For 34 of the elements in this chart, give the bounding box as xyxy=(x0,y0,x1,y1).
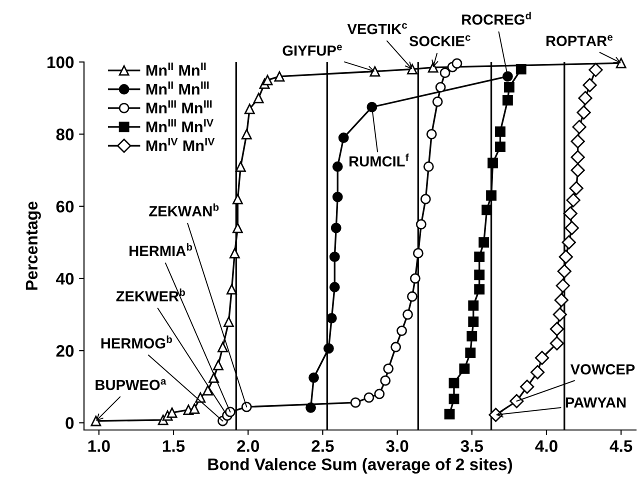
y-tick-label: 20 xyxy=(56,345,74,357)
x-tick-label: 1.0 xyxy=(88,440,110,452)
x-tick-label: 2.5 xyxy=(312,440,334,452)
annotation: RUMCIL$^{f}$ xyxy=(350,154,409,167)
annotation: ROCREG$^{d}$ xyxy=(462,12,531,25)
annotation: HERMIA$^{b}$ xyxy=(130,243,192,256)
x-tick-label: 3.5 xyxy=(460,440,484,452)
annotation: BUPWEO$^{a}$ xyxy=(96,379,166,390)
legend-label: Mn$^{II}$ Mn$^{II}$ xyxy=(146,62,206,76)
y-tick-label: 0 xyxy=(66,417,74,429)
x-axis-title: Bond Valence Sum (average of 2 sites) xyxy=(208,458,512,474)
x-tick-label: 3.0 xyxy=(386,440,408,452)
y-tick-label: 80 xyxy=(56,128,74,140)
annotation: SOCKIE$^{c}$ xyxy=(409,35,470,46)
y-axis-title: Percentage xyxy=(26,202,41,290)
annotation: ROPTAR$^{e}$ xyxy=(546,35,613,46)
legend-label: Mn$^{III}$ Mn$^{III}$ xyxy=(146,100,212,114)
annotation: GIYFUP$^{e}$ xyxy=(282,44,342,56)
x-tick-label: 4.0 xyxy=(535,440,558,452)
legend-label: Mn$^{III}$ Mn$^{IV}$ xyxy=(146,119,214,132)
x-tick-label: 1.5 xyxy=(162,440,185,452)
annotation: HERMOG$^{b}$ xyxy=(101,336,172,348)
x-tick-label: 2.0 xyxy=(237,440,260,452)
annotation: VOWCEP xyxy=(570,364,635,374)
annotation: ZEKWER$^{b}$ xyxy=(116,288,185,302)
y-tick-label: 60 xyxy=(56,200,74,213)
legend-label: Mn$^{II}$ Mn$^{III}$ xyxy=(146,81,209,94)
annotation: VEGTIK$^{c}$ xyxy=(347,23,408,34)
y-tick-label: 100 xyxy=(48,56,74,68)
x-tick-label: 4.5 xyxy=(610,440,632,452)
legend-label: Mn$^{IV}$ Mn$^{IV}$ xyxy=(146,138,215,151)
annotation: PAWYAN xyxy=(566,397,626,408)
y-tick-label: 40 xyxy=(56,272,74,285)
annotation: ZEKWAN$^{b}$ xyxy=(149,203,219,216)
